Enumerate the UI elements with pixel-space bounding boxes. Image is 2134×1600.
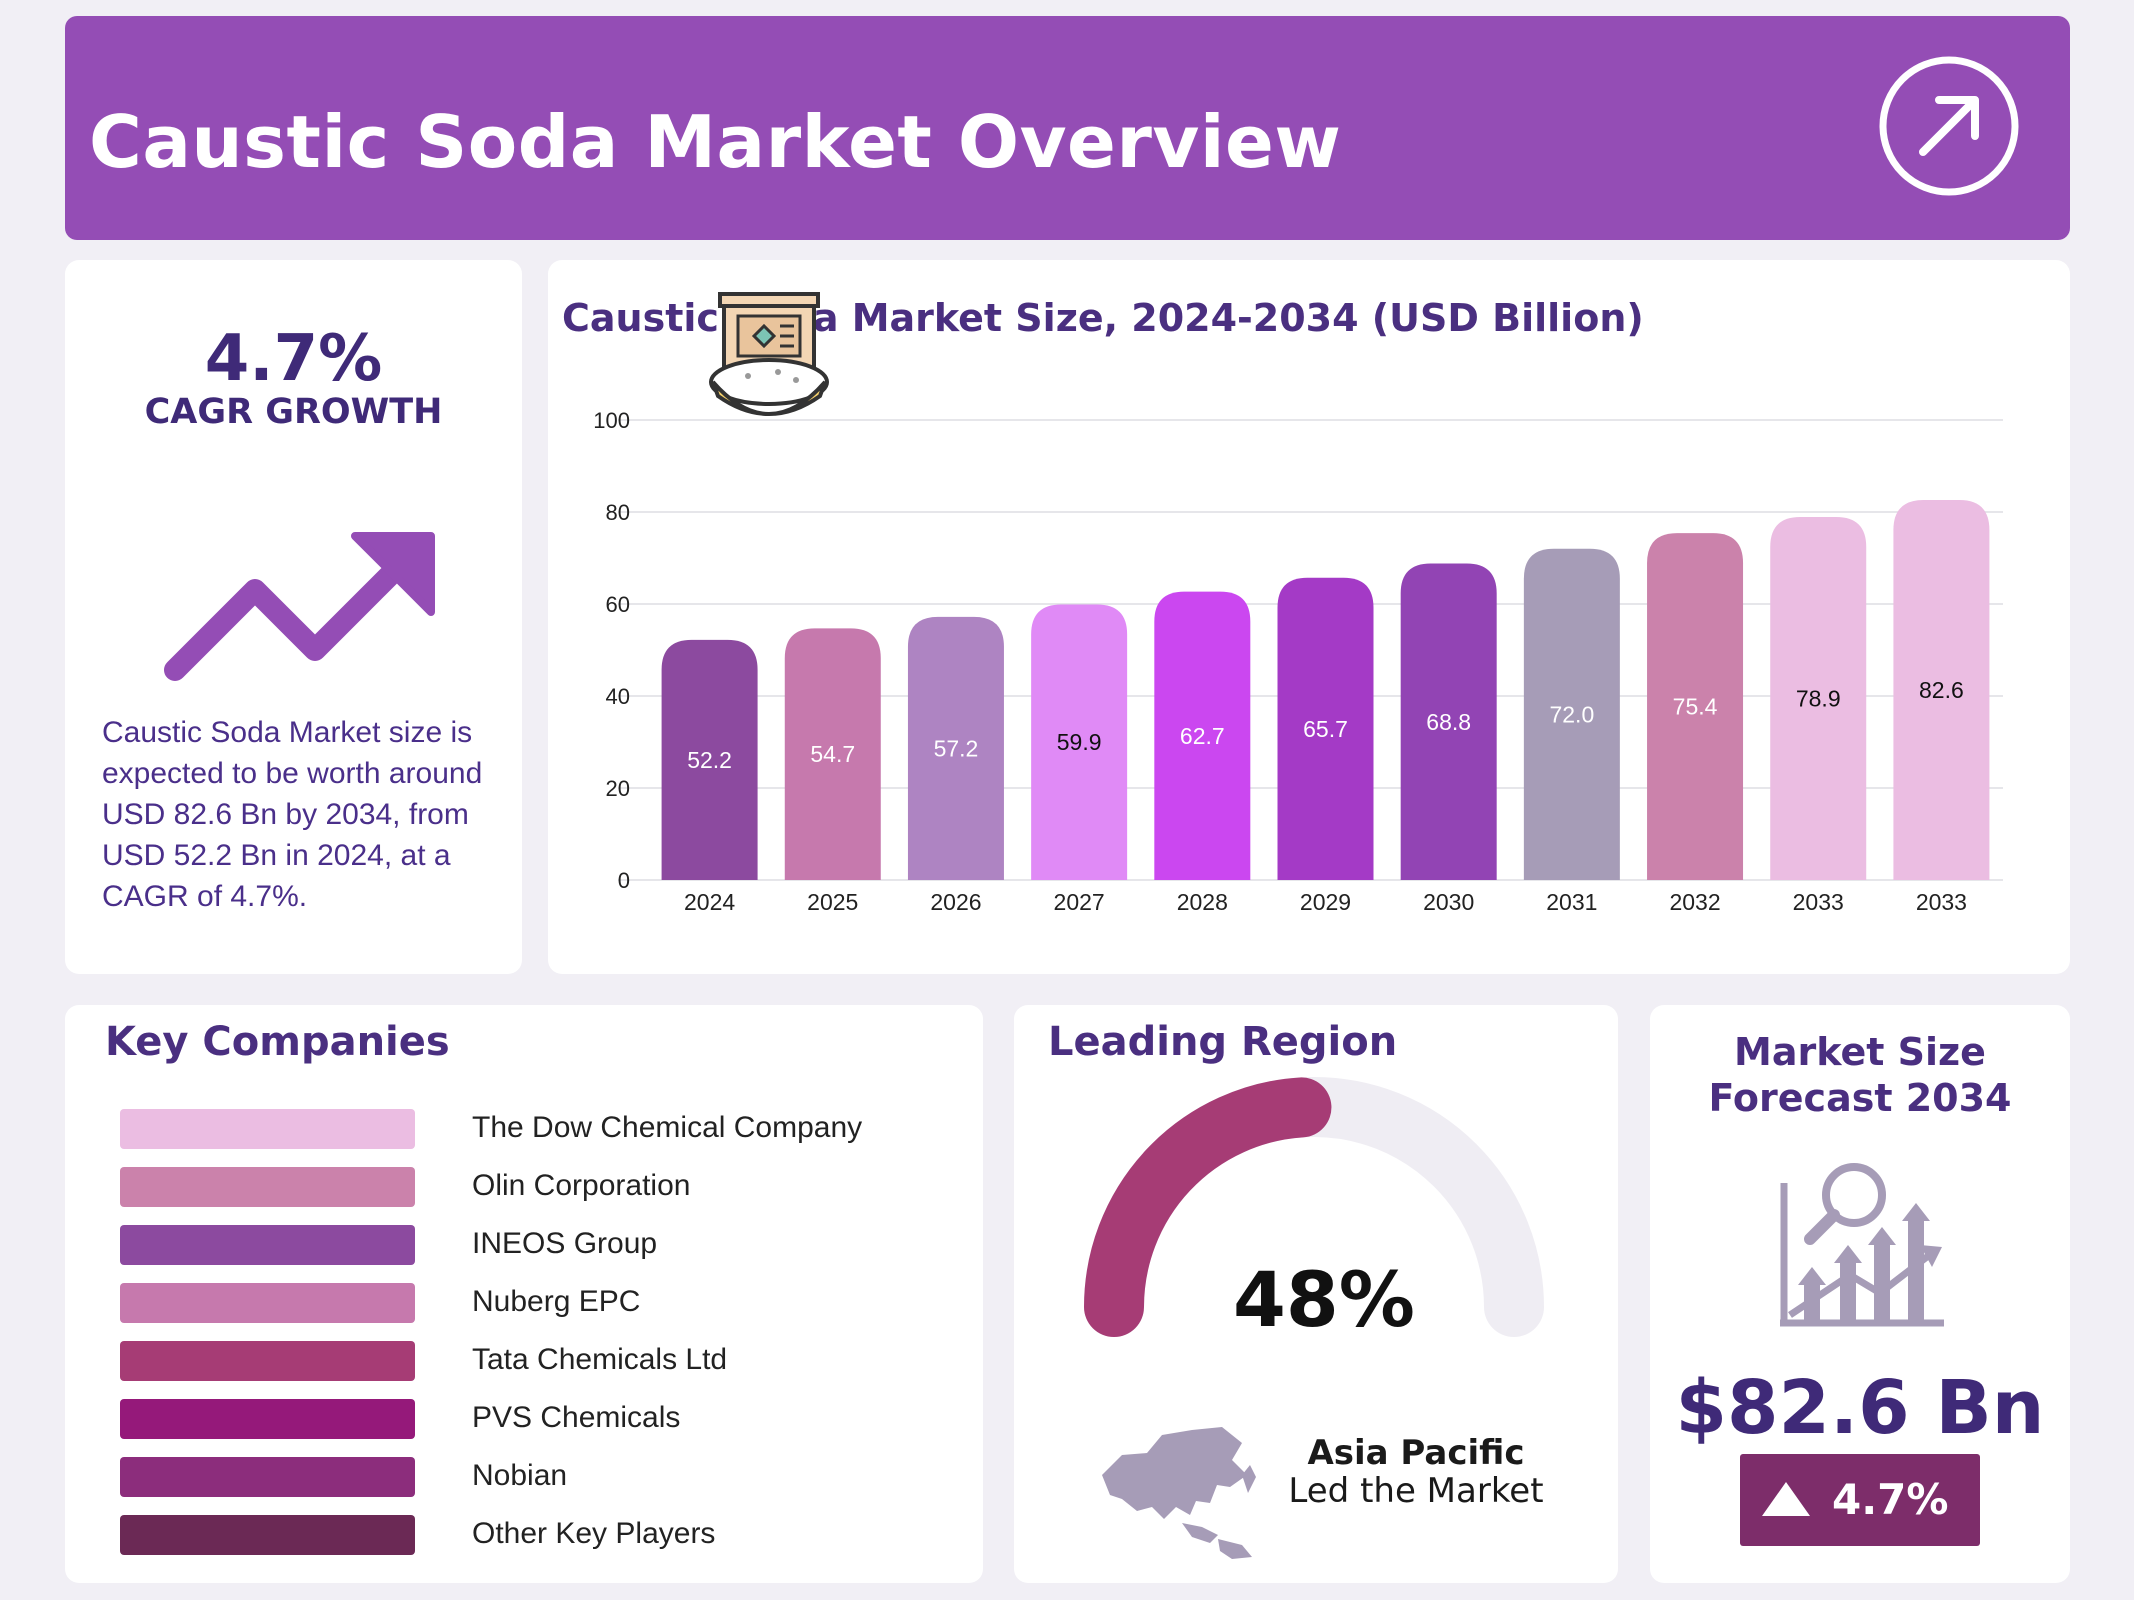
key-companies-card: Key Companies The Dow Chemical Company O… (65, 1005, 983, 1583)
asia-pacific-map-icon (1102, 1427, 1256, 1559)
forecast-title-line1: Market Size (1734, 1030, 1986, 1074)
company-name: Nobian (472, 1459, 568, 1492)
bar-value-label: 59.9 (1057, 729, 1102, 755)
x-tick-label: 2031 (1546, 889, 1597, 915)
company-swatch (120, 1283, 415, 1323)
company-row: Other Key Players (120, 1515, 960, 1555)
y-tick-label: 20 (606, 776, 630, 801)
y-tick-label: 100 (593, 408, 630, 433)
company-row: Tata Chemicals Ltd (120, 1341, 960, 1381)
bar-value-label: 72.0 (1549, 701, 1594, 727)
region-title: Leading Region (1048, 1019, 1398, 1065)
bar (1400, 563, 1497, 880)
forecast-value: $82.6 Bn (1675, 1365, 2045, 1451)
company-name: Olin Corporation (472, 1169, 691, 1202)
caustic-soda-bag-icon (709, 292, 829, 416)
company-swatch (120, 1399, 415, 1439)
bar-value-label: 65.7 (1303, 716, 1348, 742)
forecast-title-line2: Forecast 2034 (1708, 1076, 2012, 1120)
y-tick-label: 80 (606, 500, 630, 525)
bar-chart: 0 20 40 60 80 100 2024 2025 2026 2027 2028 2029 2030… (593, 292, 2003, 915)
page-title: Caustic Soda Market Overview (89, 100, 1342, 184)
region-name: Asia Pacific (1307, 1433, 1525, 1473)
bar-value-label: 52.2 (687, 747, 732, 773)
region-subtitle: Led the Market (1288, 1471, 1544, 1511)
company-name: PVS Chemicals (472, 1401, 681, 1434)
x-tick-label: 2033 (1916, 889, 1967, 915)
chart-bars: 52.2 54.7 57.2 59.9 62.7 65.7 68.8 72.0 75.4 78.9… (661, 500, 1990, 880)
forecast-title: Market Size Forecast 2034 (1650, 1029, 2070, 1121)
x-tick-label: 2025 (807, 889, 858, 915)
cagr-card: 4.7% CAGR GROWTH Caustic Soda Market siz… (65, 260, 522, 974)
bar (1523, 548, 1620, 880)
analytics-growth-icon (1780, 1163, 1944, 1327)
company-swatch (120, 1515, 415, 1555)
chart-card: Caustic Soda Market Size, 2024-2034 (USD… (548, 260, 2070, 974)
x-tick-label: 2028 (1177, 889, 1228, 915)
company-name: Nuberg EPC (472, 1285, 641, 1318)
gauge-fill (1084, 1077, 1332, 1337)
company-name: INEOS Group (472, 1227, 658, 1260)
company-row: PVS Chemicals (120, 1399, 960, 1439)
company-name: Other Key Players (472, 1517, 716, 1550)
bar (1277, 577, 1374, 880)
header-banner: Caustic Soda Market Overview (65, 16, 2070, 240)
x-tick-label: 2024 (684, 889, 735, 915)
company-row: Olin Corporation (120, 1167, 960, 1207)
chart-axes: 0 20 40 60 80 100 2024 2025 2026 2027 2028 2029 2030… (593, 408, 1967, 915)
region-percent: 48% (1233, 1255, 1415, 1344)
arrow-up-right-circle-icon[interactable] (1877, 54, 2021, 198)
x-tick-label: 2033 (1793, 889, 1844, 915)
bar-value-label: 82.6 (1919, 677, 1964, 703)
cagr-description: Caustic Soda Market size is expected to … (102, 716, 483, 913)
companies-title: Key Companies (105, 1019, 450, 1065)
company-swatch (120, 1109, 415, 1149)
company-name: Tata Chemicals Ltd (472, 1343, 728, 1376)
growth-badge: 4.7% (1740, 1454, 1980, 1546)
y-tick-label: 60 (606, 592, 630, 617)
y-tick-label: 0 (618, 868, 630, 893)
bar (907, 616, 1004, 880)
region-share-gauge (1084, 1077, 1544, 1337)
x-tick-label: 2027 (1054, 889, 1105, 915)
x-tick-label: 2032 (1669, 889, 1720, 915)
bar (784, 628, 881, 880)
company-row: Nuberg EPC (120, 1283, 960, 1323)
triangle-up-icon (1762, 1482, 1810, 1516)
company-row: The Dow Chemical Company (120, 1109, 960, 1149)
bar-value-label: 75.4 (1673, 694, 1718, 720)
company-swatch (120, 1167, 415, 1207)
cagr-label: CAGR GROWTH (144, 392, 443, 432)
company-swatch (120, 1457, 415, 1497)
bar (661, 639, 758, 880)
company-row: INEOS Group (120, 1225, 960, 1265)
bar-value-label: 62.7 (1180, 723, 1225, 749)
bar (1770, 517, 1867, 880)
bar (1647, 533, 1744, 880)
company-row: Nobian (120, 1457, 960, 1497)
company-swatch (120, 1225, 415, 1265)
leading-region-card: Leading Region 48% Asia Pacific Led the … (1014, 1005, 1618, 1583)
forecast-card: Market Size Forecast 2034 $82.6 Bn 4.7% (1650, 1005, 2070, 1583)
bar (1154, 591, 1251, 880)
growth-badge-value: 4.7% (1832, 1475, 1949, 1524)
company-swatch (120, 1341, 415, 1381)
cagr-value: 4.7% (204, 322, 383, 396)
trend-up-arrow-icon (164, 532, 435, 681)
bar (1031, 604, 1128, 880)
bar (1893, 500, 1990, 880)
x-tick-label: 2029 (1300, 889, 1351, 915)
x-tick-label: 2030 (1423, 889, 1474, 915)
x-tick-label: 2026 (930, 889, 981, 915)
bar-value-label: 68.8 (1426, 709, 1471, 735)
bar-value-label: 54.7 (810, 741, 855, 767)
bar-value-label: 78.9 (1796, 686, 1841, 712)
y-tick-label: 40 (606, 684, 630, 709)
company-name: The Dow Chemical Company (472, 1111, 863, 1144)
bar-value-label: 57.2 (934, 735, 979, 761)
